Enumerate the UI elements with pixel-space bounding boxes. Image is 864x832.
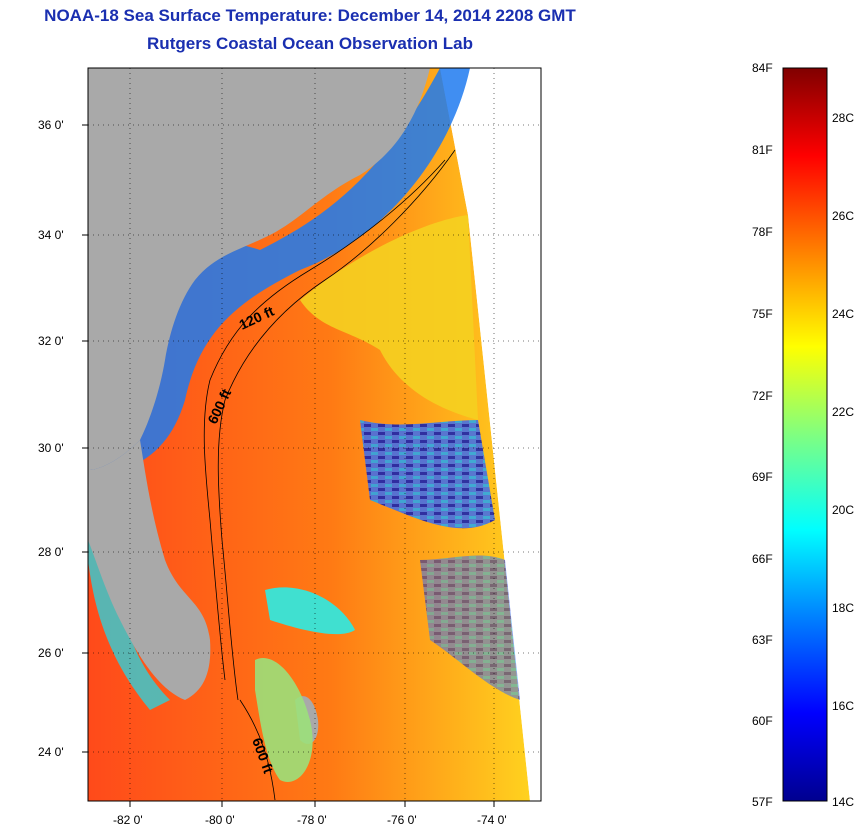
lon-label-80: -80 0' bbox=[205, 813, 235, 827]
warm-plume bbox=[300, 215, 478, 420]
colorbar: 84F 81F 78F 75F 72F 69F 66F 63F 60F 57F … bbox=[752, 61, 854, 809]
cb-f-84: 84F bbox=[752, 61, 773, 75]
lat-label-34: 34 0' bbox=[38, 228, 64, 242]
cb-c-28: 28C bbox=[832, 111, 854, 125]
cb-c-26: 26C bbox=[832, 209, 854, 223]
lon-label-74: -74 0' bbox=[477, 813, 507, 827]
cb-f-69: 69F bbox=[752, 470, 773, 484]
contour-120ft bbox=[203, 159, 446, 681]
cb-f-75: 75F bbox=[752, 307, 773, 321]
cb-f-63: 63F bbox=[752, 633, 773, 647]
no-data-region bbox=[440, 68, 541, 801]
colorbar-ramp bbox=[782, 67, 828, 802]
cb-f-60: 60F bbox=[752, 714, 773, 728]
cb-f-78: 78F bbox=[752, 225, 773, 239]
land-us bbox=[88, 68, 430, 470]
coastal-cold-band bbox=[88, 68, 470, 480]
lat-label-24: 24 0' bbox=[38, 745, 64, 759]
cb-f-81: 81F bbox=[752, 143, 773, 157]
cb-f-66: 66F bbox=[752, 552, 773, 566]
lon-label-82: -82 0' bbox=[113, 813, 143, 827]
title-line1: NOAA-18 Sea Surface Temperature: Decembe… bbox=[44, 6, 576, 25]
cb-c-18: 18C bbox=[832, 601, 854, 615]
lat-label-36: 36 0' bbox=[38, 118, 64, 132]
cb-c-14: 14C bbox=[832, 795, 854, 809]
bahamas-banks bbox=[265, 587, 355, 635]
cb-c-22: 22C bbox=[832, 405, 854, 419]
cb-c-16: 16C bbox=[832, 699, 854, 713]
cb-f-57: 57F bbox=[752, 795, 773, 809]
lat-label-28: 28 0' bbox=[38, 545, 64, 559]
cold-patches bbox=[360, 420, 495, 529]
contour-600ft bbox=[217, 149, 456, 701]
lat-label-26: 26 0' bbox=[38, 646, 64, 660]
lat-label-32: 32 0' bbox=[38, 334, 64, 348]
land-florida bbox=[88, 440, 211, 700]
title-line2: Rutgers Coastal Ocean Observation Lab bbox=[147, 34, 473, 53]
lon-label-78: -78 0' bbox=[297, 813, 327, 827]
lat-label-30: 30 0' bbox=[38, 441, 64, 455]
cb-c-24: 24C bbox=[832, 307, 854, 321]
lon-label-76: -76 0' bbox=[387, 813, 417, 827]
cb-f-72: 72F bbox=[752, 389, 773, 403]
cb-c-20: 20C bbox=[832, 503, 854, 517]
